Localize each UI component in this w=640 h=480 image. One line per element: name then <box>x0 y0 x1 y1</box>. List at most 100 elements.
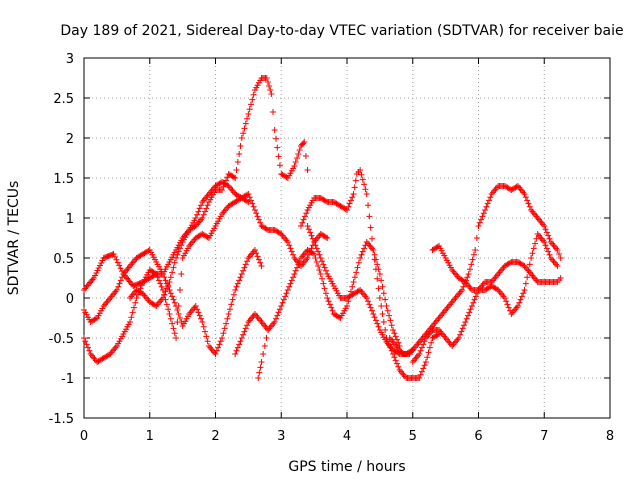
data-point <box>241 264 248 271</box>
data-point <box>461 322 468 329</box>
y-axis-label: SDTVAR / TECUs <box>6 181 22 296</box>
data-point <box>421 338 428 345</box>
data-point <box>296 147 303 153</box>
data-point <box>483 203 490 210</box>
data-point <box>416 351 423 357</box>
data-point <box>313 259 320 265</box>
series-track-9 <box>304 223 416 357</box>
data-point <box>424 354 431 361</box>
data-point <box>204 202 211 209</box>
data-point <box>270 109 277 115</box>
data-point <box>174 251 181 258</box>
data-point <box>241 328 248 335</box>
data-point <box>263 75 270 81</box>
data-point <box>267 87 274 93</box>
data-point <box>458 328 465 335</box>
data-point <box>271 127 278 133</box>
data-point <box>309 235 316 242</box>
data-point <box>387 317 394 324</box>
data-point <box>352 177 359 184</box>
data-point <box>358 171 365 178</box>
data-point <box>242 325 249 332</box>
data-point <box>391 330 398 337</box>
data-point <box>130 304 137 311</box>
data-point <box>240 331 247 338</box>
data-point <box>357 255 364 261</box>
y-tick-label: 2 <box>66 132 74 147</box>
data-point <box>192 215 199 221</box>
data-point <box>518 293 525 300</box>
data-point <box>278 303 285 309</box>
data-point <box>393 336 400 343</box>
data-point <box>543 229 550 236</box>
data-point <box>171 259 178 266</box>
series-track-4 <box>409 259 564 365</box>
data-point <box>382 327 389 333</box>
data-point <box>328 304 335 311</box>
data-point <box>165 306 172 313</box>
data-point <box>366 301 373 308</box>
data-point <box>422 359 429 365</box>
data-point <box>469 256 476 263</box>
data-point <box>324 235 331 241</box>
data-point <box>284 287 291 293</box>
data-point <box>170 264 177 271</box>
data-point <box>195 309 202 316</box>
data-point <box>173 335 180 341</box>
y-tick-label: -0.5 <box>49 332 74 347</box>
x-tick-label: 4 <box>343 429 351 444</box>
data-point <box>157 280 164 287</box>
data-point <box>312 242 319 249</box>
data-point <box>250 203 257 210</box>
data-point <box>479 213 486 220</box>
data-point <box>287 245 294 252</box>
data-point <box>526 261 533 268</box>
data-point <box>368 307 375 314</box>
data-point <box>528 255 535 261</box>
data-point <box>372 317 379 324</box>
data-point <box>290 274 297 281</box>
data-point <box>546 251 553 258</box>
data-point <box>116 262 123 269</box>
data-point <box>463 315 470 322</box>
data-point <box>256 369 263 376</box>
data-point <box>533 235 540 242</box>
x-tick-label: 1 <box>146 429 154 444</box>
data-point <box>84 344 91 351</box>
data-point <box>272 135 279 142</box>
data-point <box>350 279 357 285</box>
data-point <box>361 245 368 252</box>
data-point <box>363 295 370 301</box>
data-point <box>169 269 176 276</box>
data-point <box>234 159 241 165</box>
data-point <box>167 274 174 281</box>
data-point <box>380 290 387 297</box>
data-point <box>297 223 304 229</box>
data-point <box>236 277 243 284</box>
data-point <box>425 349 432 356</box>
data-point <box>237 338 244 345</box>
data-point <box>542 226 549 233</box>
data-point <box>379 311 386 317</box>
data-point <box>83 341 90 348</box>
data-point <box>225 311 232 317</box>
series-track-7 <box>81 247 265 357</box>
data-point <box>383 303 390 309</box>
data-point <box>472 293 479 300</box>
data-point <box>296 258 303 265</box>
data-point <box>232 175 239 181</box>
data-point <box>546 235 553 242</box>
data-point <box>242 261 249 268</box>
data-point <box>375 323 382 330</box>
data-point <box>392 357 399 364</box>
data-point <box>513 183 520 190</box>
data-point <box>345 203 352 210</box>
data-point <box>258 263 265 269</box>
data-point <box>301 139 308 145</box>
data-point <box>233 283 240 290</box>
data-point <box>159 295 166 301</box>
data-point <box>371 314 378 321</box>
data-point <box>311 239 318 245</box>
data-point <box>457 331 464 338</box>
x-tick-label: 3 <box>277 429 285 444</box>
